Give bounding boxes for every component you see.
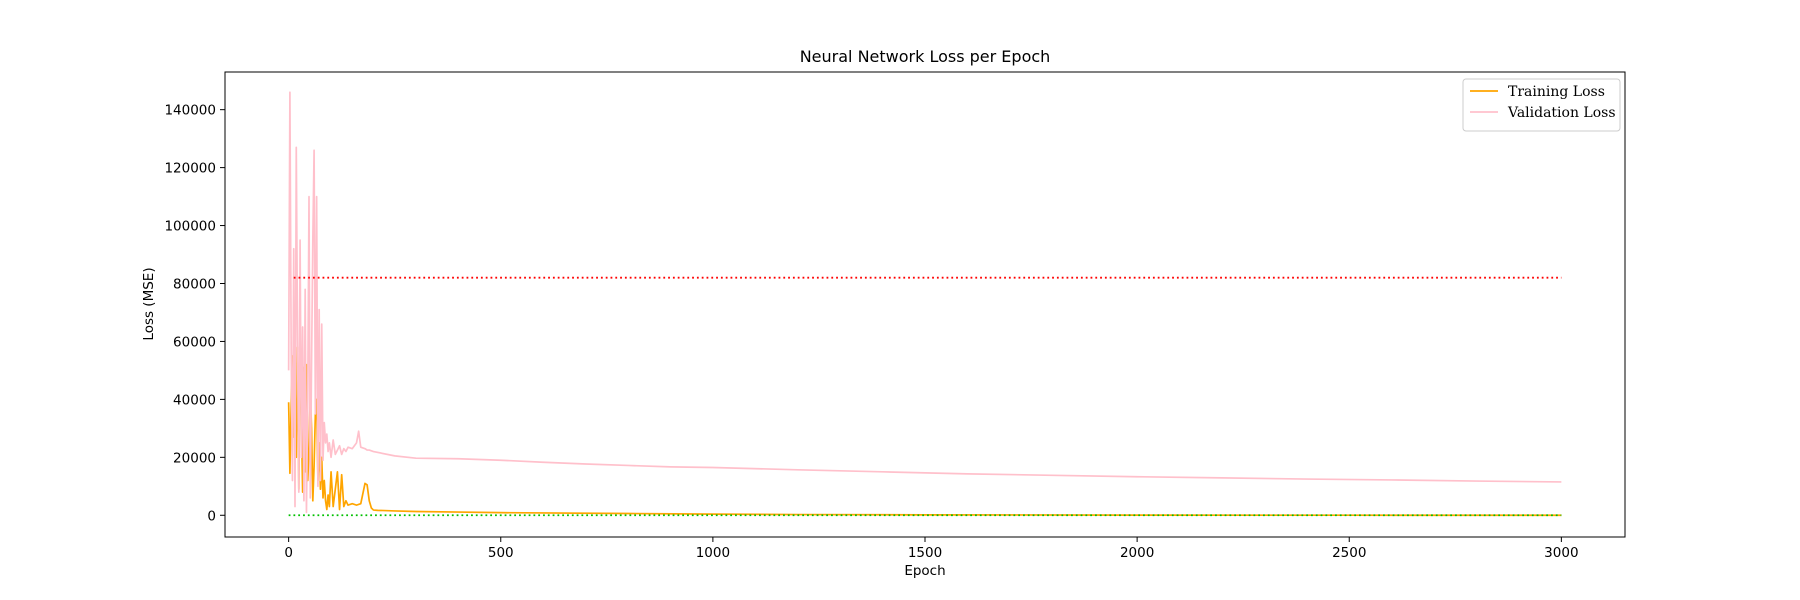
y-axis-label: Loss (MSE) [141,267,157,340]
y-tick-label: 140000 [164,103,216,119]
legend-box [1462,78,1621,132]
y-tick-label: 80000 [173,276,216,292]
y-tick-label: 120000 [164,161,216,177]
plot-frame [224,71,1626,538]
x-tick-label: 0 [284,545,293,561]
y-tick-label: 0 [207,508,216,524]
x-tick-label: 2500 [1332,545,1366,561]
x-tick-label: 1000 [696,545,730,561]
y-tick-label: 40000 [173,392,216,408]
y-tick-label: 60000 [173,334,216,350]
series-line-0 [287,337,1562,517]
x-axis-label: Epoch [904,563,945,579]
x-tick-label: 500 [488,545,514,561]
x-tick-label: 3000 [1544,545,1578,561]
legend-label: Training Loss [1508,84,1605,100]
series-line-1 [287,91,1562,514]
y-tick-label: 100000 [164,219,216,235]
chart-title: Neural Network Loss per Epoch [800,47,1051,66]
x-axis: 0 500 1000 1500 2000 2500 3000 [284,537,1579,561]
legend: Training Loss Validation Loss [1462,78,1621,132]
x-tick-label: 1500 [908,545,942,561]
y-tick-label: 20000 [173,450,216,466]
y-axis: 0 20000 40000 60000 80000 100000 120000 140000 [164,103,225,524]
legend-label: Validation Loss [1507,105,1616,121]
x-tick-label: 2000 [1120,545,1154,561]
